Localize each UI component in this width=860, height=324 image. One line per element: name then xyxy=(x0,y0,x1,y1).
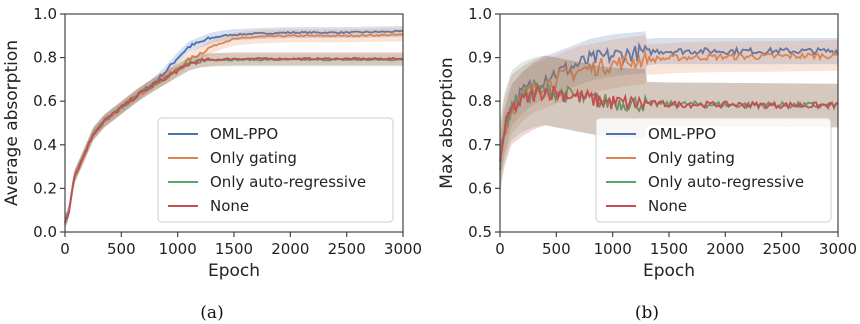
chart-average-absorption: 0 500 1000 1500 2000 2500 3000 0.0 0.2 0.4 0.6 0.8 1… xyxy=(2,5,422,323)
x-tick-label: 0 xyxy=(60,240,70,258)
x-tick-label: 3000 xyxy=(819,240,857,258)
x-tick-label: 1000 xyxy=(594,240,632,258)
legend-label: Only auto-regressive xyxy=(210,173,366,191)
y-tick-label: 0.6 xyxy=(468,179,492,197)
legend: OML-PPO Only gating Only auto-regressive No… xyxy=(595,117,832,223)
y-tick-label: 1.0 xyxy=(468,5,492,23)
legend-label: Only gating xyxy=(648,149,735,167)
legend-label: None xyxy=(648,197,687,215)
x-tick-label: 2500 xyxy=(763,240,801,258)
line-oml-ppo xyxy=(499,41,839,162)
x-tick-label: 500 xyxy=(542,240,571,258)
x-tick-label: 3000 xyxy=(384,240,422,258)
y-tick-label: 0.5 xyxy=(468,223,492,241)
line-only-gating xyxy=(499,49,839,163)
legend-box xyxy=(157,117,394,223)
legend-label: Only auto-regressive xyxy=(648,173,804,191)
x-tick-label: 1500 xyxy=(650,240,688,258)
legend-label: None xyxy=(210,197,249,215)
subfigure-caption: (b) xyxy=(635,303,659,323)
y-tick-label: 0.4 xyxy=(33,136,57,154)
x-tick-label: 2000 xyxy=(271,240,309,258)
band-only-gating xyxy=(500,35,838,187)
chart-max-absorption: 0 500 1000 1500 2000 2500 3000 0.5 0.6 0.7 0.8 0.9 1… xyxy=(437,5,857,323)
y-axis-title: Average absorption xyxy=(2,40,22,206)
x-tick-label: 2500 xyxy=(328,240,366,258)
x-tick-label: 1000 xyxy=(159,240,197,258)
x-axis-title: Epoch xyxy=(208,261,260,281)
band-none xyxy=(500,55,838,198)
y-tick-label: 0.9 xyxy=(468,49,492,67)
y-tick-label: 0.0 xyxy=(33,223,57,241)
x-axis-title: Epoch xyxy=(643,261,695,281)
x-tick-label: 500 xyxy=(107,240,136,258)
y-tick-label: 0.7 xyxy=(468,136,492,154)
band-oml-ppo xyxy=(500,31,838,184)
legend-label: OML-PPO xyxy=(210,125,278,143)
subfigure-caption: (a) xyxy=(200,303,223,323)
y-tick-label: 1.0 xyxy=(33,5,57,23)
y-tick-label: 0.8 xyxy=(468,92,492,110)
x-tick-label: 2000 xyxy=(706,240,744,258)
band-only-auto-regressive xyxy=(500,55,838,198)
y-axis-title: Max absorption xyxy=(437,57,457,188)
legend-label: OML-PPO xyxy=(648,125,716,143)
legend: OML-PPO Only gating Only auto-regressive No… xyxy=(157,117,394,223)
x-tick-label: 1500 xyxy=(215,240,253,258)
y-tick-label: 0.2 xyxy=(33,179,57,197)
legend-label: Only gating xyxy=(210,149,297,167)
line-none xyxy=(64,56,404,223)
y-tick-label: 0.6 xyxy=(33,92,57,110)
legend-box xyxy=(595,117,832,223)
x-tick-label: 0 xyxy=(495,240,505,258)
line-none xyxy=(499,85,839,161)
y-tick-label: 0.8 xyxy=(33,49,57,67)
